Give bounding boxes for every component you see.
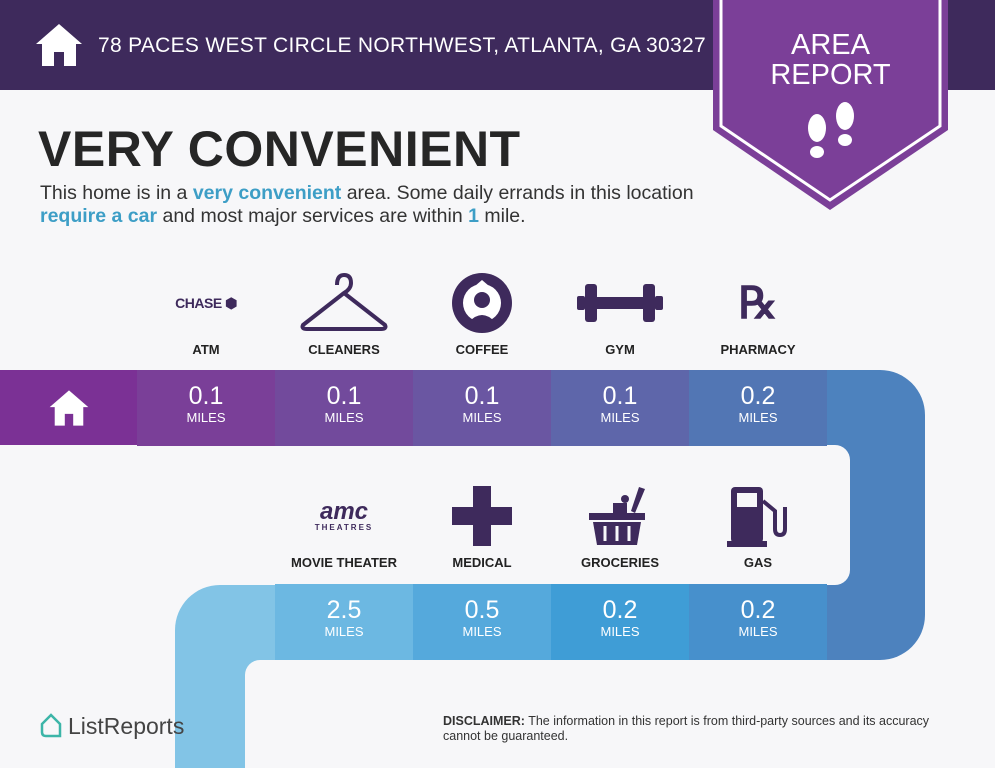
home-start-cell <box>0 370 137 445</box>
category-label: MOVIE THEATER <box>291 555 397 570</box>
dumbbell-icon-wrap <box>551 268 689 338</box>
gas-pump-icon-wrap <box>689 481 827 551</box>
chase-logo: CHASE ⬢ <box>175 294 237 311</box>
category-label: MEDICAL <box>452 555 512 570</box>
distance-cell: 0.5 MILES <box>413 584 551 660</box>
distance-unit: MILES <box>462 624 502 639</box>
rx-icon-wrap: ℞ <box>689 268 827 338</box>
distance-unit: MILES <box>600 410 640 425</box>
distance-value: 0.1 <box>326 382 362 410</box>
distance-cell: 0.1 MILES <box>551 370 689 446</box>
rx-icon: ℞ <box>738 277 778 329</box>
distance-value: 2.5 <box>326 596 362 624</box>
home-icon <box>36 24 82 66</box>
chase-logo-wrap: CHASE ⬢ <box>137 268 275 338</box>
amc-logo-wrap: amc THEATRES <box>275 481 413 551</box>
distance-unit: MILES <box>462 410 502 425</box>
distance-unit: MILES <box>738 624 778 639</box>
footprints-icon <box>808 102 854 158</box>
dumbbell-icon <box>577 284 663 322</box>
distance-unit: MILES <box>738 410 778 425</box>
badge-line-1: AREA <box>791 29 870 61</box>
medical-cross-icon <box>452 486 512 546</box>
distance-value: 0.2 <box>602 596 638 624</box>
badge-line-2: REPORT <box>770 59 891 91</box>
gas-pump-icon <box>727 487 787 547</box>
basket-icon-wrap <box>551 481 689 551</box>
distance-value: 0.1 <box>464 382 500 410</box>
distance-value: 0.1 <box>602 382 638 410</box>
distance-value: 0.2 <box>740 596 776 624</box>
summary-text: This home is in a very convenient area. … <box>40 182 694 227</box>
grocery-basket-icon <box>589 487 645 545</box>
listreports-logo: ListReports <box>68 713 185 739</box>
distance-cell: 0.1 MILES <box>137 370 275 446</box>
distance-cell: 0.1 MILES <box>275 370 413 446</box>
category-label: COFFEE <box>455 342 509 357</box>
starbucks-logo <box>452 273 512 333</box>
distance-cell: 0.2 MILES <box>551 584 689 660</box>
distance-unit: MILES <box>600 624 640 639</box>
distance-cell: 2.5 MILES <box>275 584 413 660</box>
category-label: CLEANERS <box>308 342 380 357</box>
hanger-icon-wrap <box>275 268 413 338</box>
distance-value: 0.1 <box>188 382 224 410</box>
home-icon <box>49 389 88 426</box>
page-title: VERY CONVENIENT <box>38 121 521 177</box>
disclaimer: DISCLAIMER: The information in this repo… <box>443 714 930 743</box>
listreports-logo-icon <box>40 713 62 738</box>
distance-unit: MILES <box>324 410 364 425</box>
distance-value: 0.2 <box>740 382 776 410</box>
distance-cell: 0.2 MILES <box>689 370 827 446</box>
category-label: GROCERIES <box>580 555 659 570</box>
category-label: GYM <box>605 342 635 357</box>
distance-unit: MILES <box>186 410 226 425</box>
amc-logo: amc THEATRES <box>314 498 374 532</box>
category-label: ATM <box>192 342 220 357</box>
starbucks-logo-wrap <box>413 268 551 338</box>
category-label: GAS <box>743 555 773 570</box>
property-address: 78 PACES WEST CIRCLE NORTHWEST, ATLANTA,… <box>98 34 706 57</box>
hanger-icon <box>300 273 388 331</box>
category-label: PHARMACY <box>720 342 796 357</box>
cross-icon-wrap <box>413 481 551 551</box>
distance-unit: MILES <box>324 624 364 639</box>
distance-value: 0.5 <box>464 596 500 624</box>
distance-cell: 0.2 MILES <box>689 584 827 660</box>
area-report-badge <box>713 0 948 210</box>
distance-cell: 0.1 MILES <box>413 370 551 446</box>
